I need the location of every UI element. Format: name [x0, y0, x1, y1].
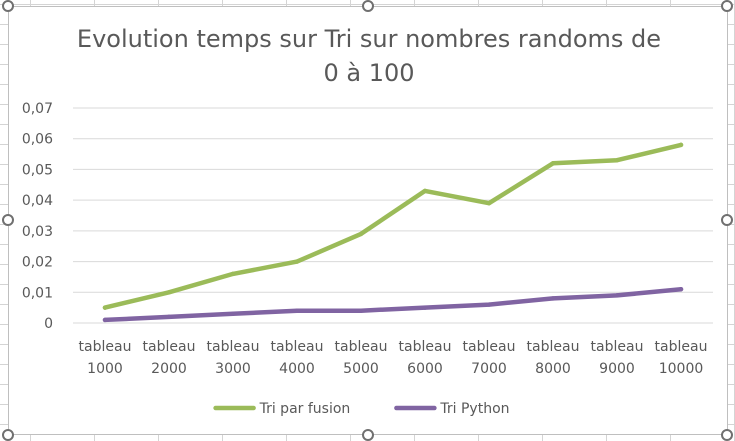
x-tick-label: tableau — [463, 339, 516, 355]
x-tick-label: 6000 — [407, 361, 443, 377]
x-tick-label: 2000 — [151, 361, 187, 377]
y-tick-label: 0 — [44, 316, 53, 332]
data-point — [678, 287, 684, 292]
data-point — [166, 314, 172, 320]
data-point — [358, 308, 364, 313]
data-point — [358, 231, 364, 237]
resize-handle-top-left[interactable] — [2, 0, 14, 12]
line-chart: Evolution temps sur Tri sur nombres rand… — [22, 25, 713, 417]
y-tick-label: 0,02 — [22, 255, 53, 271]
x-tick-label: tableau — [143, 339, 196, 355]
resize-handle-bottom-left[interactable] — [2, 429, 14, 441]
x-tick-label: 1000 — [87, 361, 123, 377]
series-line-2[interactable] — [102, 286, 684, 323]
y-tick-label: 0,06 — [22, 132, 53, 148]
data-point — [294, 259, 300, 264]
legend-label-2: Tri Python — [439, 401, 509, 417]
x-tick-label: 7000 — [471, 361, 507, 377]
chart-title-line2: 0 à 100 — [323, 59, 414, 87]
data-point — [422, 188, 428, 194]
data-point — [614, 293, 620, 298]
data-point — [422, 305, 428, 310]
resize-handle-middle-right[interactable] — [721, 214, 733, 226]
y-tick-label: 0,04 — [22, 193, 53, 209]
chart-title-line1: Evolution temps sur Tri sur nombres rand… — [77, 25, 661, 53]
resize-handle-bottom-center[interactable] — [362, 429, 374, 441]
x-tick-label: tableau — [591, 339, 644, 355]
x-tick-label: tableau — [207, 339, 260, 355]
resize-handle-top-right[interactable] — [721, 0, 733, 12]
data-point — [486, 201, 492, 206]
x-tick-label: 8000 — [535, 361, 571, 377]
data-point — [678, 142, 684, 148]
x-tick-label: 9000 — [599, 361, 635, 377]
data-point — [102, 317, 108, 323]
x-tick-label: 5000 — [343, 361, 379, 377]
x-tick-label: 10000 — [659, 361, 704, 377]
x-tick-label: tableau — [335, 339, 388, 355]
data-point — [550, 296, 556, 301]
y-tick-label: 0,03 — [22, 224, 53, 240]
x-tick-label: tableau — [655, 339, 708, 355]
resize-handle-middle-left[interactable] — [2, 214, 14, 226]
x-tick-label: tableau — [527, 339, 580, 355]
data-point — [102, 305, 108, 310]
legend-label-1: Tri par fusion — [259, 401, 351, 417]
data-point — [230, 311, 236, 316]
x-tick-label: tableau — [271, 339, 324, 355]
data-point — [550, 161, 556, 166]
x-tick-label: 4000 — [279, 361, 315, 377]
data-point — [486, 302, 492, 307]
x-tick-label: tableau — [399, 339, 452, 355]
resize-handle-bottom-right[interactable] — [721, 429, 733, 441]
x-tick-label: tableau — [79, 339, 132, 355]
data-point — [294, 308, 300, 313]
data-point — [166, 290, 172, 295]
y-tick-label: 0,01 — [22, 285, 53, 301]
y-tick-label: 0,05 — [22, 162, 53, 178]
series-line-1[interactable] — [102, 142, 684, 310]
chart-area[interactable]: Evolution temps sur Tri sur nombres rand… — [8, 6, 728, 435]
data-point — [614, 158, 620, 163]
x-tick-label: 3000 — [215, 361, 251, 377]
resize-handle-top-center[interactable] — [362, 0, 374, 12]
y-tick-label: 0,07 — [22, 101, 53, 117]
data-point — [230, 271, 236, 277]
